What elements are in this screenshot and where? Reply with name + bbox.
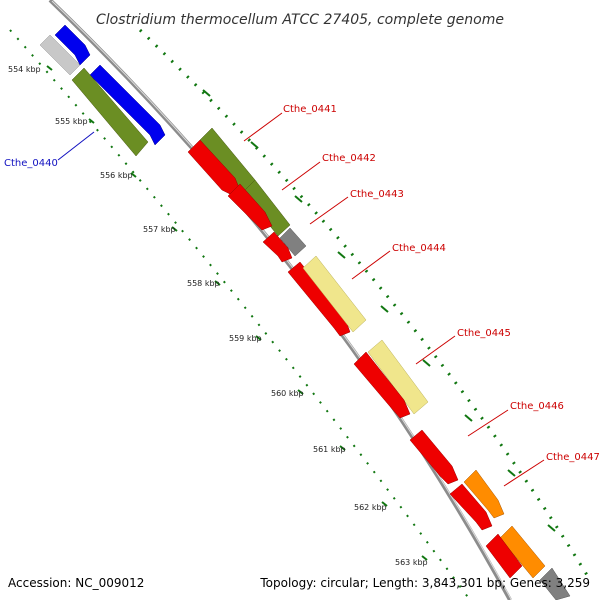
gene-feature-blue-1[interactable] [54,24,91,66]
tick-label-559: 559 kbp [229,334,262,343]
gene-label-cthe-0442[interactable]: Cthe_0442 [322,153,376,164]
gene-label-cthe-0445[interactable]: Cthe_0445 [457,328,511,339]
gene-features-left [39,24,166,157]
gene-feature-red-7[interactable] [449,483,493,531]
tick-label-560: 560 kbp [271,389,304,398]
gene-feature-grey-trailing[interactable] [539,567,571,600]
gene-label-leaders [57,112,545,487]
gene-feature-red-3[interactable] [262,231,293,263]
map-title: Clostridium thermocellum ATCC 27405, com… [96,12,504,28]
outer-dotted-ring [138,28,592,581]
tick-label-558: 558 kbp [187,279,220,288]
tick-label-556: 556 kbp [100,171,133,180]
gene-label-cthe-0443[interactable]: Cthe_0443 [350,189,404,200]
gene-feature-blue-2[interactable] [89,64,166,146]
tick-label-554: 554 kbp [8,65,41,74]
gene-label-cthe-0441[interactable]: Cthe_0441 [283,104,337,115]
outer-tick-marks [202,89,556,532]
inner-dotted-ring [9,29,471,600]
gene-feature-red-2[interactable] [227,183,273,231]
tick-label-555: 555 kbp [55,117,88,126]
gene-feature-red-6[interactable] [409,429,459,485]
gene-features-right [187,127,571,600]
tick-label-561: 561 kbp [313,445,346,454]
gene-feature-grey-dark[interactable] [279,227,307,257]
tick-labels: 554 kbp 555 kbp 556 kbp 557 kbp 558 kbp … [8,65,428,567]
tick-label-563: 563 kbp [395,558,428,567]
tick-label-562: 562 kbp [354,503,387,512]
tick-label-557: 557 kbp [143,225,176,234]
genome-stats-text: Topology: circular; Length: 3,843,301 bp… [259,576,590,590]
gene-feature-olive-1[interactable] [71,67,149,157]
gene-feature-red-4[interactable] [287,261,351,337]
gene-feature-orange-2[interactable] [499,525,546,579]
gene-label-cthe-0444[interactable]: Cthe_0444 [392,243,446,254]
gene-feature-red-8[interactable] [485,533,523,579]
gene-feature-red-5[interactable] [353,351,411,419]
gene-label-cthe-0446[interactable]: Cthe_0446 [510,401,564,412]
gene-feature-orange-1[interactable] [463,469,505,519]
gene-label-cthe-0440[interactable]: Cthe_0440 [4,158,58,169]
gene-feature-yellow-1[interactable] [302,255,367,333]
gene-label-cthe-0447[interactable]: Cthe_0447 [546,452,600,463]
accession-text: Accession: NC_009012 [8,576,144,590]
tick-marks [46,65,428,561]
gene-labels: Cthe_0440 Cthe_0441 Cthe_0442 Cthe_0443 … [4,104,600,463]
